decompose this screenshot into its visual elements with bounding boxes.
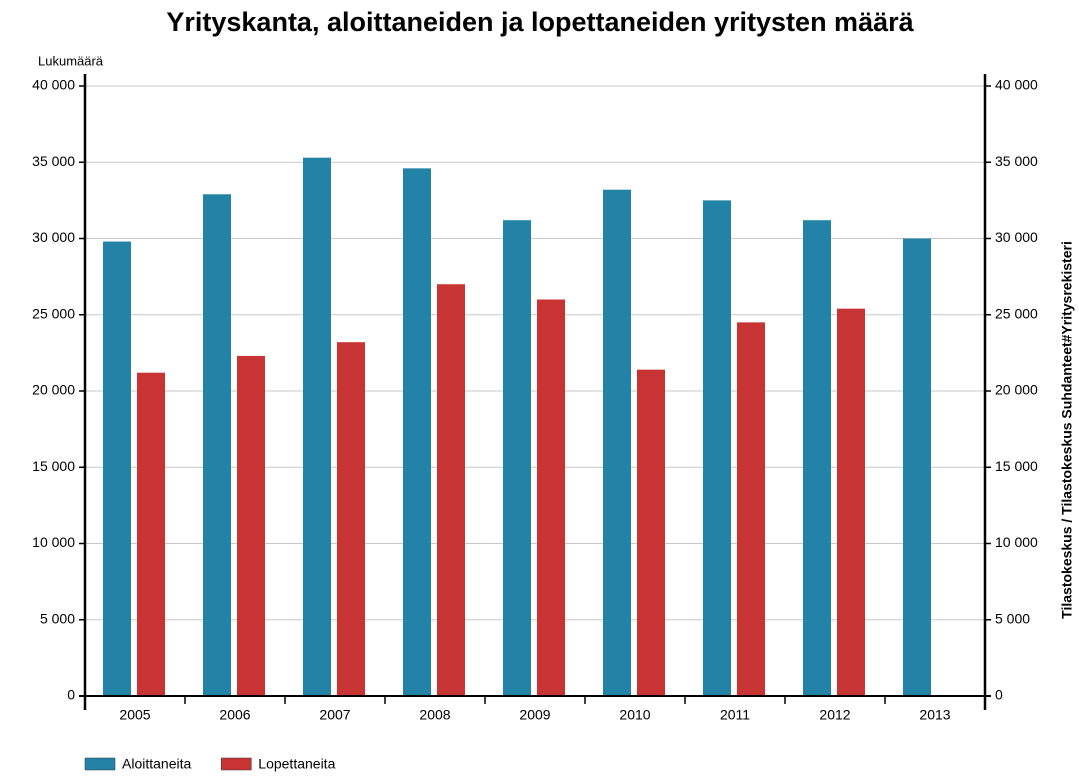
y2-tick-label: 5 000 — [995, 610, 1030, 626]
bar — [803, 220, 831, 696]
y-tick-label: 35 000 — [32, 153, 75, 169]
y2-tick-label: 30 000 — [995, 229, 1038, 245]
y2-tick-label: 15 000 — [995, 458, 1038, 474]
y2-tick-label: 10 000 — [995, 534, 1038, 550]
y2-tick-label: 25 000 — [995, 305, 1038, 321]
bar — [703, 200, 731, 696]
x-tick-label: 2012 — [819, 707, 850, 723]
bar — [137, 372, 165, 696]
y-tick-label: 15 000 — [32, 458, 75, 474]
bar — [103, 241, 131, 697]
source-label: Tilastokeskus / Tilastokeskus Suhdanteet… — [1059, 241, 1075, 619]
y2-tick-label: 20 000 — [995, 382, 1038, 398]
bar — [303, 157, 331, 697]
y2-tick-label: 35 000 — [995, 153, 1038, 169]
x-tick-label: 2008 — [419, 707, 450, 723]
x-tick-label: 2011 — [720, 707, 750, 723]
x-tick-label: 2013 — [919, 707, 950, 723]
y2-tick-label: 40 000 — [995, 77, 1038, 93]
x-tick-label: 2009 — [519, 707, 550, 723]
legend-label: Aloittaneita — [122, 756, 191, 772]
x-tick-label: 2010 — [619, 707, 650, 723]
y-tick-label: 40 000 — [32, 77, 75, 93]
y-tick-label: 10 000 — [32, 534, 75, 550]
bar — [903, 238, 931, 696]
bar — [503, 220, 531, 696]
bar — [603, 189, 631, 696]
bar — [203, 194, 231, 696]
x-tick-label: 2007 — [319, 707, 350, 723]
y-tick-label: 20 000 — [32, 382, 75, 398]
bar — [537, 299, 565, 696]
y-tick-label: 5 000 — [40, 610, 75, 626]
bar — [403, 168, 431, 697]
x-tick-label: 2005 — [119, 707, 150, 723]
y-tick-label: 30 000 — [32, 229, 75, 245]
x-tick-label: 2006 — [219, 707, 250, 723]
y2-tick-label: 0 — [995, 687, 1003, 703]
bar — [437, 284, 465, 696]
bar — [737, 322, 765, 696]
bar — [837, 308, 865, 696]
legend-swatch — [221, 757, 252, 771]
legend-swatch — [84, 757, 116, 771]
bar — [637, 369, 665, 696]
bar — [337, 342, 365, 696]
y-axis-label: Lukumäärä — [38, 53, 104, 68]
y-tick-label: 0 — [67, 687, 75, 703]
legend-label: Lopettaneita — [258, 756, 335, 772]
chart-title: Yrityskanta, aloittaneiden ja lopettanei… — [166, 7, 914, 37]
bar — [237, 355, 265, 696]
y-tick-label: 25 000 — [32, 305, 75, 321]
